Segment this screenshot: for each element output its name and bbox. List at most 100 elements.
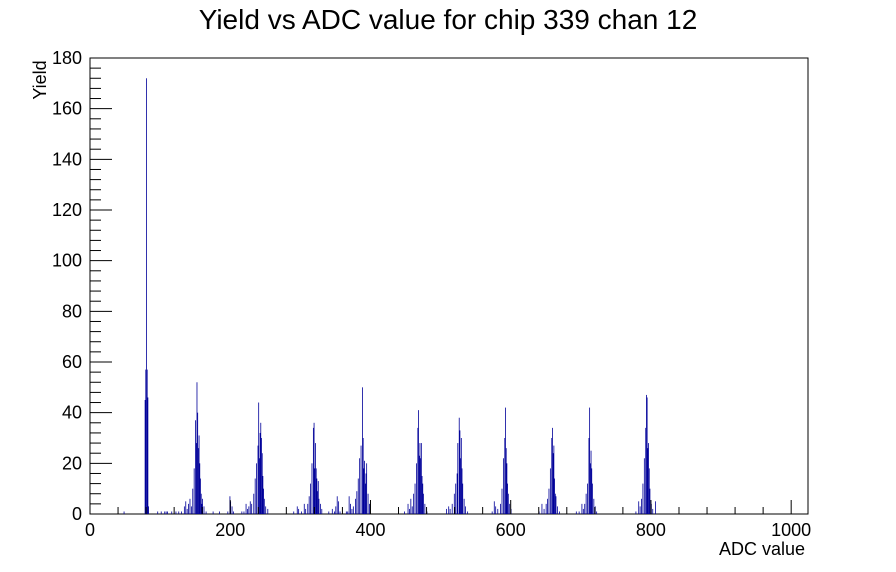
hist-bin xyxy=(556,506,558,514)
hist-bin xyxy=(178,511,180,514)
hist-bin xyxy=(185,501,187,514)
hist-bin xyxy=(365,473,367,514)
hist-bin xyxy=(164,511,166,514)
hist-bin xyxy=(420,443,422,514)
hist-bin xyxy=(505,407,506,514)
hist-bin xyxy=(301,511,302,514)
hist-bin xyxy=(369,503,370,514)
hist-bin xyxy=(460,458,462,514)
hist-bin xyxy=(181,511,182,514)
hist-bin xyxy=(146,78,147,515)
hist-bin xyxy=(257,445,259,514)
hist-bin xyxy=(451,503,453,514)
hist-bin xyxy=(559,511,560,514)
hist-bin xyxy=(549,468,551,514)
hist-bin xyxy=(198,435,200,514)
x-tick-label: 600 xyxy=(496,520,526,540)
hist-bin xyxy=(311,463,313,514)
hist-bin xyxy=(254,478,256,514)
histogram-bars xyxy=(123,78,656,515)
hist-bin xyxy=(318,498,320,514)
hist-bin xyxy=(148,506,149,514)
hist-bin xyxy=(328,511,330,514)
hist-bin xyxy=(251,503,253,514)
hist-bin xyxy=(171,511,173,514)
hist-bin xyxy=(335,506,337,514)
hist-bin xyxy=(319,503,321,514)
hist-bin xyxy=(243,511,245,514)
hist-bin xyxy=(551,438,553,514)
axes: 0 200 400 600 800 1000 0 20 40 60 80 100 120 140 160 18… xyxy=(52,48,811,540)
hist-bin xyxy=(457,443,459,514)
hist-bin xyxy=(548,488,550,514)
y-tick-label: 20 xyxy=(62,453,82,473)
hist-bin xyxy=(363,468,365,514)
hist-bin xyxy=(418,410,419,514)
hist-bin xyxy=(507,483,508,514)
hist-bin xyxy=(646,394,647,514)
hist-bin xyxy=(419,443,421,514)
hist-bin xyxy=(639,506,641,514)
hist-bin xyxy=(410,498,412,514)
y-axis-label: Yield xyxy=(30,60,50,99)
hist-bin xyxy=(458,417,460,514)
hist-bin xyxy=(355,498,356,514)
hist-bin xyxy=(197,448,199,514)
hist-bin xyxy=(461,468,463,514)
hist-bin xyxy=(497,508,499,514)
hist-bin xyxy=(553,445,555,514)
hist-bin xyxy=(645,427,647,514)
hist-bin xyxy=(581,503,583,514)
hist-bin xyxy=(296,506,298,514)
hist-bin xyxy=(638,501,640,514)
hist-bin xyxy=(448,506,450,514)
hist-bin xyxy=(352,506,354,514)
hist-bin xyxy=(552,453,554,514)
hist-bin xyxy=(590,450,592,514)
hist-bin xyxy=(418,455,420,514)
hist-bin xyxy=(552,427,553,514)
hist-bin xyxy=(356,491,358,514)
hist-bin xyxy=(293,511,295,514)
hist-bin xyxy=(507,493,509,514)
hist-bin xyxy=(555,496,557,514)
hist-bin xyxy=(420,458,422,514)
hist-bin xyxy=(188,503,189,514)
hist-bin xyxy=(265,506,267,514)
hist-bin xyxy=(578,511,580,514)
hist-bin xyxy=(241,511,243,514)
hist-bin xyxy=(249,501,251,514)
hist-bin xyxy=(189,498,191,514)
hist-bin xyxy=(231,506,233,514)
y-tick-label: 180 xyxy=(52,48,82,68)
hist-bin xyxy=(233,511,234,514)
hist-bin xyxy=(212,511,214,514)
hist-bin xyxy=(360,445,362,514)
hist-bin xyxy=(307,503,309,514)
hist-bin xyxy=(313,422,315,514)
hist-bin xyxy=(195,443,197,514)
hist-bin xyxy=(647,448,649,514)
hist-bin xyxy=(267,508,269,514)
hist-bin xyxy=(421,476,423,514)
hist-bin xyxy=(493,501,495,514)
hist-bin xyxy=(315,443,316,514)
hist-bin xyxy=(193,468,195,514)
hist-bin xyxy=(367,493,369,514)
x-tick-label: 0 xyxy=(85,520,95,540)
hist-bin xyxy=(317,491,318,514)
hist-bin xyxy=(554,478,555,514)
x-tick-label: 200 xyxy=(215,520,245,540)
hist-bin xyxy=(338,501,340,514)
hist-bin xyxy=(411,506,413,514)
y-tick-label: 0 xyxy=(72,504,82,524)
hist-bin xyxy=(308,496,310,514)
hist-bin xyxy=(591,468,593,514)
y-tick-label: 160 xyxy=(52,99,82,119)
hist-bin xyxy=(190,506,192,514)
y-tick-label: 140 xyxy=(52,149,82,169)
hist-bin xyxy=(263,498,265,514)
hist-bin xyxy=(316,478,318,514)
chart-title: Yield vs ADC value for chip 339 chan 12 xyxy=(199,4,698,35)
hist-bin xyxy=(362,438,364,514)
